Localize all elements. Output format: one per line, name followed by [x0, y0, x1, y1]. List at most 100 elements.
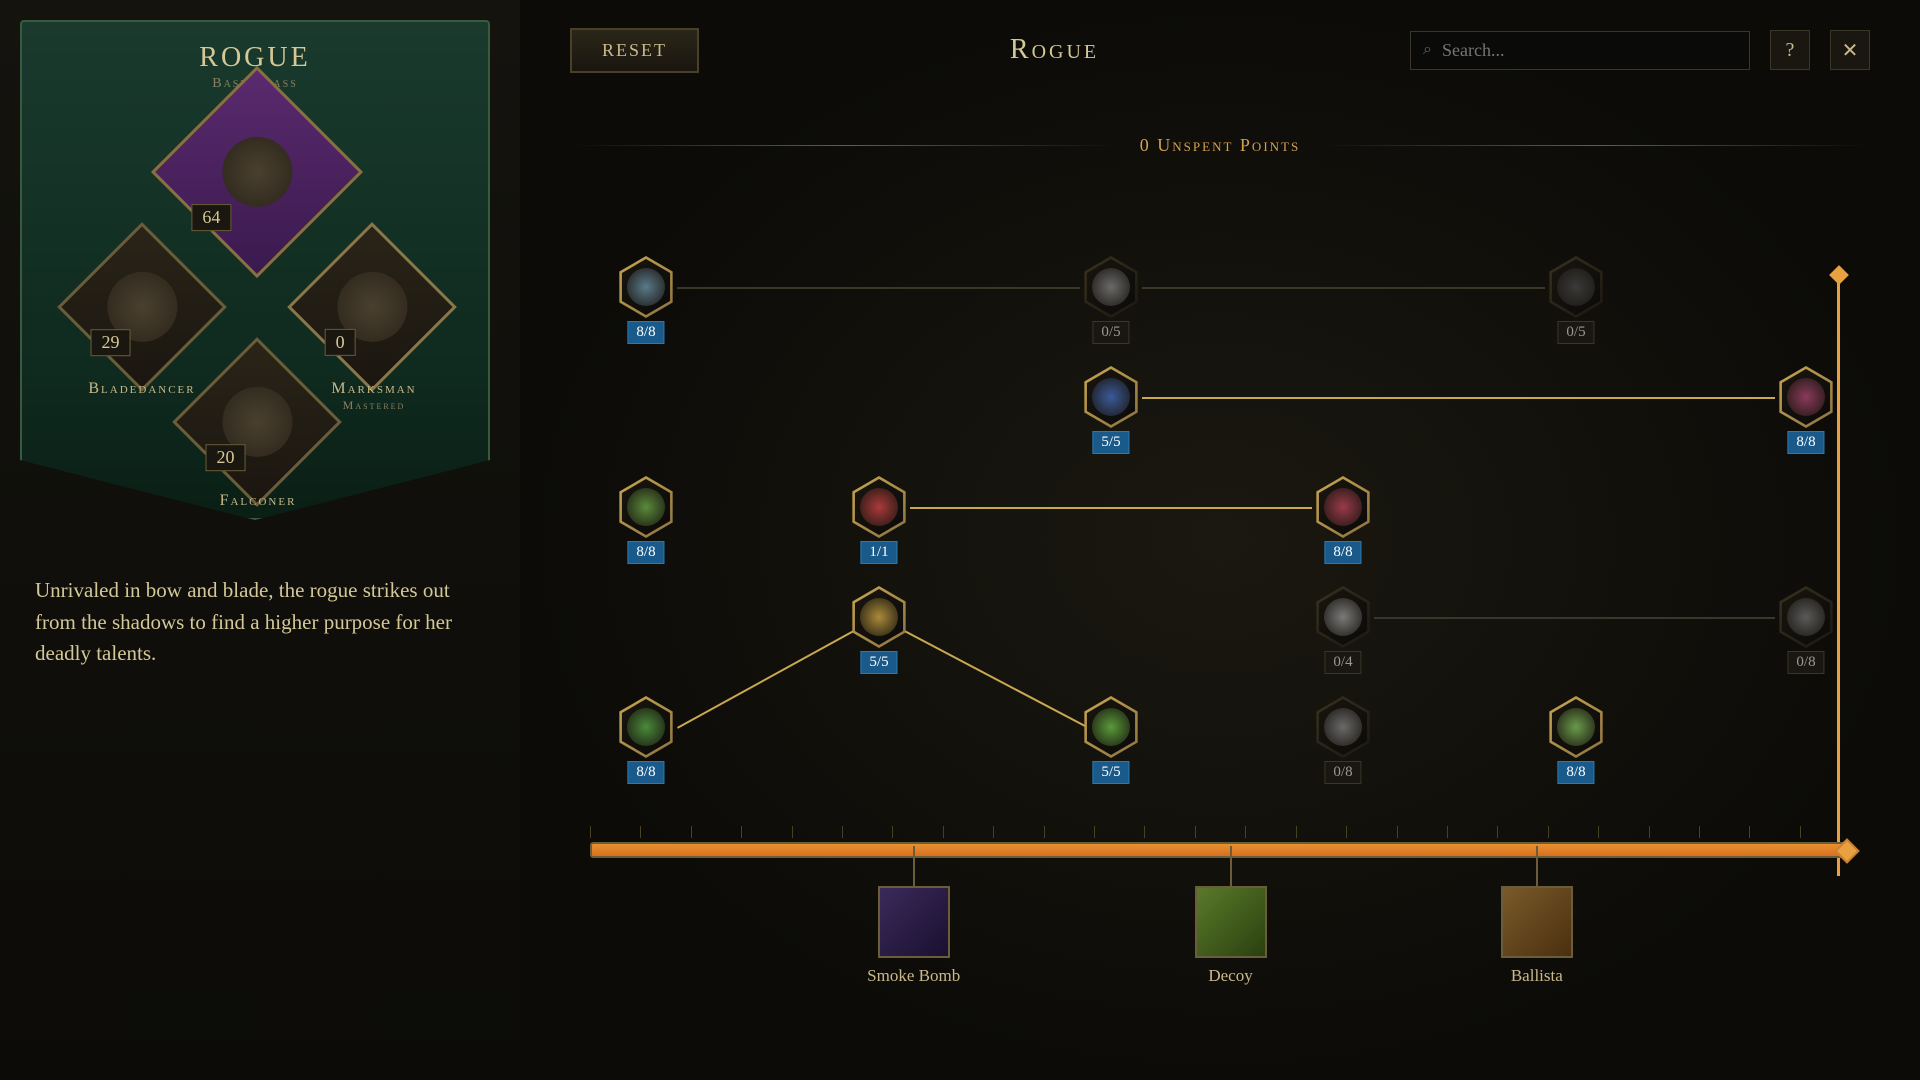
- skill-node[interactable]: 1/1: [848, 476, 910, 538]
- progress-ticks: [590, 826, 1850, 838]
- spec-label: Falconer: [178, 492, 338, 510]
- skill-hexagon: [1775, 586, 1837, 648]
- skill-node[interactable]: 5/5: [1080, 366, 1142, 428]
- skill-hexagon: [1080, 696, 1142, 758]
- skill-node[interactable]: 0/5: [1545, 256, 1607, 318]
- skill-hexagon: [1775, 366, 1837, 428]
- ability-connector: [913, 846, 915, 886]
- skill-icon: [860, 598, 898, 636]
- skill-hexagon: [1312, 476, 1374, 538]
- skill-points-label: 5/5: [860, 651, 897, 674]
- rogue-icon: [222, 137, 292, 207]
- skill-tree: 8/8 0/5 0/5 5/5 8/8 8/8 1/1 8/8 5/5 0/4 0/8 8/8 5/5 0…: [570, 216, 1870, 996]
- skill-icon: [1092, 708, 1130, 746]
- skill-node[interactable]: 8/8: [615, 256, 677, 318]
- vertical-track: [1837, 276, 1840, 876]
- skill-hexagon: [1545, 256, 1607, 318]
- skill-points-label: 8/8: [1787, 431, 1824, 454]
- close-button[interactable]: ✕: [1830, 30, 1870, 70]
- skill-node[interactable]: 0/8: [1775, 586, 1837, 648]
- spec-falconer[interactable]: 20: [172, 337, 342, 507]
- skill-points-label: 0/4: [1324, 651, 1361, 674]
- skill-connector: [677, 287, 1080, 289]
- spec-bladedancer[interactable]: 29: [57, 222, 227, 392]
- skill-node[interactable]: 0/5: [1080, 256, 1142, 318]
- skill-hexagon: [615, 256, 677, 318]
- ability-label: Decoy: [1195, 966, 1267, 986]
- base-class-points: 64: [191, 204, 231, 231]
- skill-points-label: 8/8: [1557, 761, 1594, 784]
- skill-hexagon: [1312, 696, 1374, 758]
- top-bar: RESET Rogue ⌕ ? ✕: [570, 25, 1870, 75]
- skill-hexagon: [1545, 696, 1607, 758]
- skill-hexagon: [615, 696, 677, 758]
- skill-points-label: 0/8: [1324, 761, 1361, 784]
- skill-connector: [900, 628, 1089, 729]
- ability-label: Smoke Bomb: [867, 966, 960, 986]
- skill-connector: [677, 628, 858, 729]
- skill-points-label: 8/8: [627, 541, 664, 564]
- skill-icon: [1324, 708, 1362, 746]
- smoke-bomb-icon: [878, 886, 950, 958]
- skill-points-label: 0/8: [1787, 651, 1824, 674]
- skill-node[interactable]: 5/5: [848, 586, 910, 648]
- reset-button[interactable]: RESET: [570, 28, 699, 73]
- skill-icon: [1092, 268, 1130, 306]
- skill-node[interactable]: 0/4: [1312, 586, 1374, 648]
- skill-node[interactable]: 5/5: [1080, 696, 1142, 758]
- skill-icon: [1092, 378, 1130, 416]
- class-sidebar: ROGUE Base Class 64 29 Bladedancer 0 Mar…: [0, 0, 520, 1080]
- skill-icon: [627, 488, 665, 526]
- skill-node[interactable]: 8/8: [615, 476, 677, 538]
- unspent-points-label: 0 Unspent Points: [1140, 135, 1300, 156]
- skill-hexagon: [848, 586, 910, 648]
- spec-marksman[interactable]: 0: [287, 222, 457, 392]
- spec-points: 20: [206, 444, 246, 471]
- base-class-diamond[interactable]: 64: [151, 66, 363, 278]
- page-title: Rogue: [719, 34, 1390, 66]
- skill-points-label: 0/5: [1092, 321, 1129, 344]
- skill-icon: [1557, 268, 1595, 306]
- skill-tree-panel: RESET Rogue ⌕ ? ✕ 0 Unspent Points 8/8 0/…: [520, 0, 1920, 1080]
- skill-icon: [1557, 708, 1595, 746]
- unspent-points-row: 0 Unspent Points: [570, 135, 1870, 156]
- ability-row: Smoke Bomb Decoy Ballista: [570, 846, 1870, 986]
- skill-icon: [860, 488, 898, 526]
- skill-hexagon: [1312, 586, 1374, 648]
- skill-points-label: 1/1: [860, 541, 897, 564]
- skill-points-label: 8/8: [627, 321, 664, 344]
- ability-decoy[interactable]: Decoy: [1195, 846, 1267, 986]
- divider-line: [1320, 145, 1870, 146]
- spec-points: 0: [325, 329, 356, 356]
- ability-label: Ballista: [1501, 966, 1573, 986]
- class-description: Unrivaled in bow and blade, the rogue st…: [35, 575, 485, 670]
- search-box[interactable]: ⌕: [1410, 31, 1750, 70]
- skill-node[interactable]: 8/8: [1312, 476, 1374, 538]
- ability-connector: [1230, 846, 1232, 886]
- skill-connector: [1142, 397, 1775, 399]
- spec-name: Marksman: [331, 380, 416, 397]
- skill-connector: [1142, 287, 1545, 289]
- ability-ballista[interactable]: Ballista: [1501, 846, 1573, 986]
- help-button[interactable]: ?: [1770, 30, 1810, 70]
- skill-icon: [627, 708, 665, 746]
- skill-icon: [1324, 598, 1362, 636]
- skill-points-label: 5/5: [1092, 431, 1129, 454]
- skill-node[interactable]: 8/8: [615, 696, 677, 758]
- skill-node[interactable]: 8/8: [1775, 366, 1837, 428]
- skill-node[interactable]: 0/8: [1312, 696, 1374, 758]
- ability-connector: [1536, 846, 1538, 886]
- skill-hexagon: [1080, 366, 1142, 428]
- skill-hexagon: [1080, 256, 1142, 318]
- skill-points-label: 8/8: [1324, 541, 1361, 564]
- class-banner: ROGUE Base Class 64 29 Bladedancer 0 Mar…: [20, 20, 490, 520]
- skill-connector: [910, 507, 1312, 509]
- skill-points-label: 8/8: [627, 761, 664, 784]
- search-icon: ⌕: [1423, 41, 1432, 59]
- search-input[interactable]: [1442, 40, 1737, 61]
- ability-smoke-bomb[interactable]: Smoke Bomb: [867, 846, 960, 986]
- skill-icon: [627, 268, 665, 306]
- skill-node[interactable]: 8/8: [1545, 696, 1607, 758]
- track-diamond-icon: [1829, 265, 1849, 285]
- divider-line: [570, 145, 1120, 146]
